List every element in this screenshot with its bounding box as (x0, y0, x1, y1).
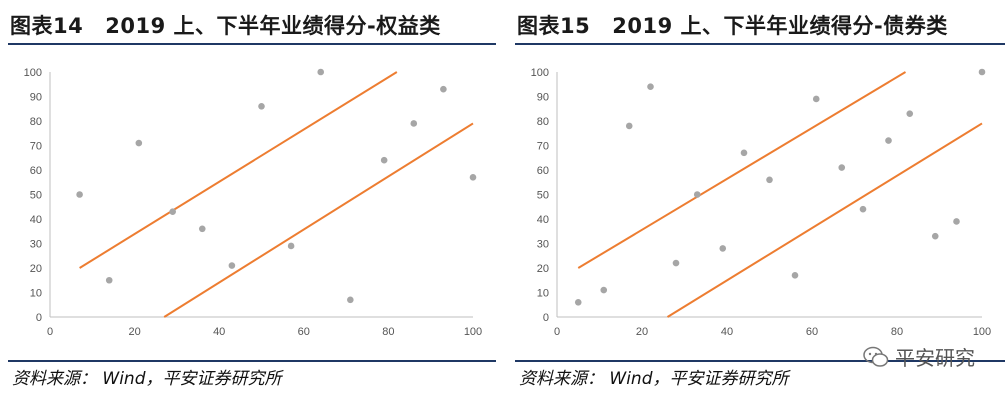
chart-title: 图表15 2019 上、下半年业绩得分-债券类 (517, 10, 948, 40)
data-point (766, 176, 773, 184)
x-tick-label: 60 (806, 326, 818, 338)
data-point (76, 191, 83, 198)
data-point (198, 225, 206, 233)
data-point (105, 276, 113, 284)
source-note: 资料来源： Wind，平安证券研究所 (519, 369, 789, 389)
y-tick-label: 10 (30, 288, 42, 300)
data-point (440, 85, 447, 93)
chart-panel-bond: 图表15 2019 上、下半年业绩得分-债券类 0 10 20 30 40 50 60 70 80… (507, 0, 1007, 400)
title-rule (8, 43, 496, 45)
data-point (228, 262, 236, 269)
data-point (740, 149, 748, 157)
x-tick-label: 20 (636, 326, 648, 338)
source-rule (8, 360, 496, 362)
y-tick-label: 40 (537, 214, 549, 226)
y-tick-label: 90 (30, 92, 42, 104)
figure-number: 图表14 (10, 14, 84, 38)
data-point (719, 245, 727, 252)
data-point (347, 296, 354, 304)
x-tick-label: 60 (298, 326, 310, 338)
figure-number: 图表15 (517, 14, 591, 38)
data-point (812, 95, 820, 103)
data-point (859, 205, 867, 213)
reference-line (79, 71, 398, 269)
x-tick-label: 40 (721, 326, 733, 338)
figure-title: 2019 上、下半年业绩得分-债券类 (612, 14, 948, 38)
chart-title: 图表14 2019 上、下半年业绩得分-权益类 (10, 10, 441, 40)
data-point (600, 286, 608, 294)
data-point (693, 191, 701, 198)
y-tick-label: 30 (30, 239, 42, 251)
chart-panel-equity: 图表14 2019 上、下半年业绩得分-权益类 0 10 20 30 40 50 60 70 80… (0, 0, 500, 400)
source-note: 资料来源： Wind，平安证券研究所 (12, 369, 282, 389)
data-point (647, 83, 654, 90)
data-point (931, 232, 939, 240)
y-tick-label: 70 (30, 141, 42, 153)
data-point (380, 156, 388, 164)
x-tick-label: 0 (554, 326, 560, 338)
data-point (258, 103, 265, 110)
x-tick-label: 80 (891, 326, 903, 338)
data-point (625, 122, 633, 130)
data-point (953, 218, 960, 225)
x-tick-label: 20 (128, 326, 140, 338)
reference-line (666, 122, 983, 318)
y-tick-label: 10 (537, 288, 549, 300)
x-tick-label: 40 (213, 326, 225, 338)
data-point (791, 272, 799, 279)
y-tick-label: 60 (30, 165, 42, 177)
watermark: 平安研究 (863, 342, 975, 371)
y-tick-label: 100 (531, 67, 549, 79)
y-tick-label: 40 (30, 214, 42, 226)
y-tick-label: 70 (537, 141, 549, 153)
y-tick-label: 90 (537, 92, 549, 104)
y-tick-label: 0 (543, 312, 549, 324)
data-point (672, 259, 680, 267)
y-tick-label: 20 (30, 263, 42, 275)
data-point (574, 299, 582, 306)
watermark-text: 平安研究 (895, 346, 975, 370)
scatter-plot-bond: 0 10 20 30 40 50 60 70 80 90 100 0 20 40 60 80 100 (531, 67, 992, 338)
data-point (838, 164, 846, 171)
scatter-plot-equity: 0 10 20 30 40 50 60 70 80 90 100 0 20 40 60 80 100 (24, 67, 483, 338)
y-tick-label: 80 (537, 116, 549, 128)
wechat-icon (863, 346, 889, 367)
y-tick-label: 50 (30, 190, 42, 202)
data-point (317, 68, 325, 76)
reference-line (163, 122, 474, 318)
x-tick-label: 0 (47, 326, 53, 338)
data-point (135, 139, 143, 147)
title-rule (515, 43, 1005, 45)
y-tick-label: 100 (24, 67, 42, 79)
data-point (169, 208, 176, 215)
y-tick-label: 50 (537, 190, 549, 202)
figure-title: 2019 上、下半年业绩得分-权益类 (105, 14, 441, 38)
source-rule (515, 360, 1005, 362)
y-tick-label: 0 (36, 312, 42, 324)
data-point (906, 110, 914, 117)
x-tick-label: 80 (382, 326, 394, 338)
data-point (885, 137, 892, 144)
data-point (287, 242, 295, 250)
y-tick-label: 30 (537, 239, 549, 251)
data-point (469, 174, 477, 181)
data-point (410, 120, 418, 127)
data-point (978, 68, 986, 76)
y-tick-label: 20 (537, 263, 549, 275)
x-tick-label: 100 (464, 326, 482, 338)
x-tick-label: 100 (973, 326, 991, 338)
y-tick-label: 80 (30, 116, 42, 128)
reference-line (577, 71, 907, 269)
y-tick-label: 60 (537, 165, 549, 177)
